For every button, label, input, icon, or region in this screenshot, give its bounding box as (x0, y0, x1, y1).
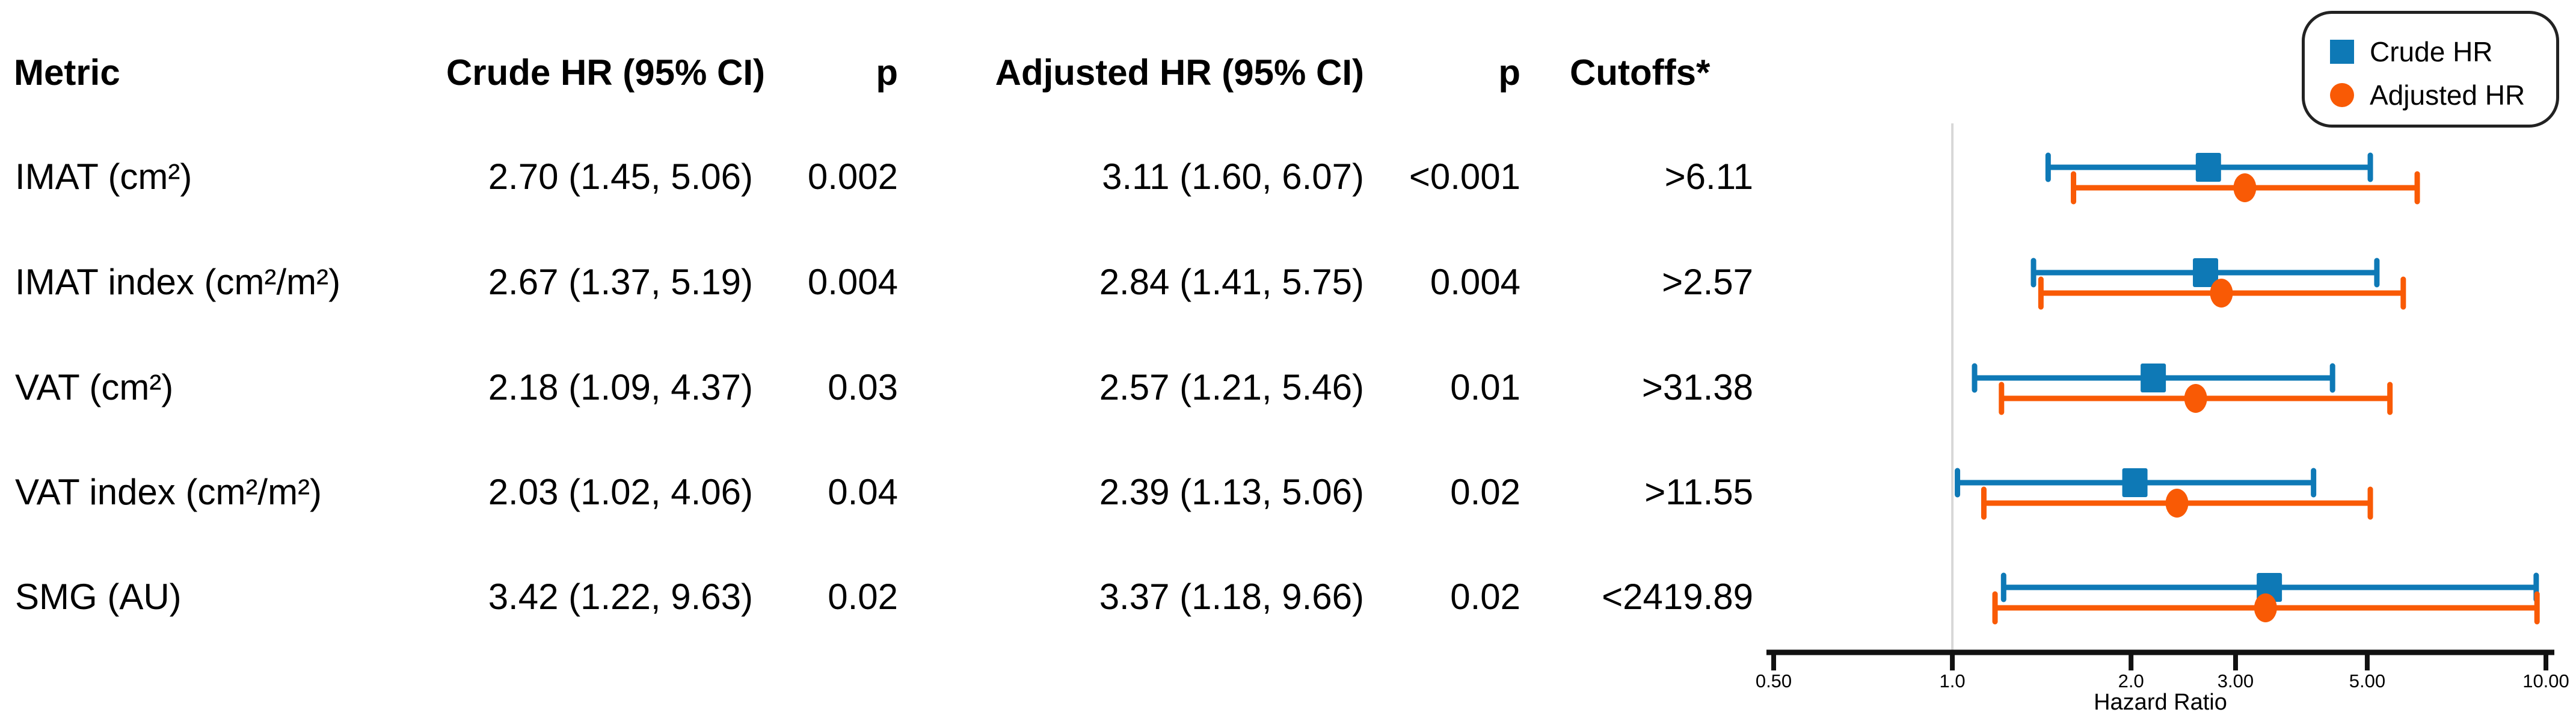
legend-entry-adjusted: Adjusted HR (2305, 79, 2556, 111)
adjusted-hr-marker-circle (2184, 384, 2207, 413)
crude-p-value: 0.03 (828, 367, 898, 407)
adjusted-hr-marker-circle (2165, 489, 2189, 518)
column-header-metric: Metric (14, 52, 120, 93)
crude-hr-square-icon (2330, 40, 2354, 64)
crude-hr-value: 2.70 (1.45, 5.06) (488, 156, 753, 197)
cutoff-value: >2.57 (1662, 261, 1753, 302)
crude-hr-marker-square (2193, 258, 2219, 287)
crude-hr-value: 2.18 (1.09, 4.37) (488, 367, 753, 407)
cutoff-value: >6.11 (1664, 156, 1753, 197)
adjusted-p-value: 0.01 (1450, 367, 1520, 407)
column-header-crude-hr: Crude HR (95% CI) (446, 52, 765, 93)
cutoff-value: >31.38 (1641, 367, 1753, 407)
adjusted-p-value: 0.004 (1430, 261, 1520, 302)
adjusted-hr-marker-circle (2254, 593, 2277, 622)
crude-p-value: 0.02 (828, 576, 898, 617)
crude-hr-marker-square (2122, 468, 2148, 497)
adjusted-hr-marker-circle (2210, 279, 2233, 308)
legend-label-adjusted: Adjusted HR (2370, 79, 2525, 111)
x-tick-label: 3.00 (2218, 670, 2254, 692)
adjusted-p-value: 0.02 (1450, 471, 1520, 512)
column-header-cutoffs: Cutoffs* (1570, 52, 1711, 93)
cutoff-value: >11.55 (1644, 471, 1753, 512)
crude-p-value: 0.04 (828, 471, 898, 512)
crude-p-value: 0.004 (807, 261, 898, 302)
x-tick-label: 0.50 (1756, 670, 1792, 692)
adjusted-hr-value: 2.84 (1.41, 5.75) (1099, 261, 1364, 302)
crude-hr-value: 2.67 (1.37, 5.19) (488, 261, 753, 302)
adjusted-hr-circle-icon (2330, 83, 2354, 107)
x-tick-label: 5.00 (2349, 670, 2385, 692)
legend-entry-crude: Crude HR (2305, 36, 2556, 67)
crude-hr-marker-square (2141, 364, 2166, 392)
metric-label: IMAT index (cm²/m²) (15, 261, 341, 302)
adjusted-hr-marker-circle (2233, 173, 2257, 202)
adjusted-hr-value: 2.57 (1.21, 5.46) (1099, 367, 1364, 407)
legend-label-crude: Crude HR (2370, 36, 2493, 67)
column-header-p-crude: p (876, 52, 898, 93)
metric-label: VAT (cm²) (15, 367, 174, 407)
legend: Crude HR Adjusted HR (2302, 11, 2559, 128)
metric-label: SMG (AU) (15, 576, 182, 617)
x-tick-label: 10.00 (2522, 670, 2569, 692)
x-axis-title: Hazard Ratio (2094, 690, 2227, 715)
metric-label: IMAT (cm²) (15, 156, 192, 197)
adjusted-p-value: 0.02 (1450, 576, 1520, 617)
adjusted-hr-value: 3.37 (1.18, 9.66) (1099, 576, 1364, 617)
crude-hr-value: 2.03 (1.02, 4.06) (488, 471, 753, 512)
metric-label: VAT index (cm²/m²) (15, 471, 322, 512)
crude-hr-value: 3.42 (1.22, 9.63) (488, 576, 753, 617)
x-tick-label: 1.0 (1940, 670, 1966, 692)
crude-p-value: 0.002 (807, 156, 898, 197)
column-header-p-adjusted: p (1498, 52, 1520, 93)
crude-hr-marker-square (2195, 153, 2221, 182)
x-tick-label: 2.0 (2118, 670, 2144, 692)
adjusted-p-value: <0.001 (1409, 156, 1520, 197)
column-header-adjusted-hr: Adjusted HR (95% CI) (995, 52, 1364, 93)
cutoff-value: <2419.89 (1602, 576, 1753, 617)
adjusted-hr-value: 3.11 (1.60, 6.07) (1102, 156, 1364, 197)
adjusted-hr-value: 2.39 (1.13, 5.06) (1099, 471, 1364, 512)
